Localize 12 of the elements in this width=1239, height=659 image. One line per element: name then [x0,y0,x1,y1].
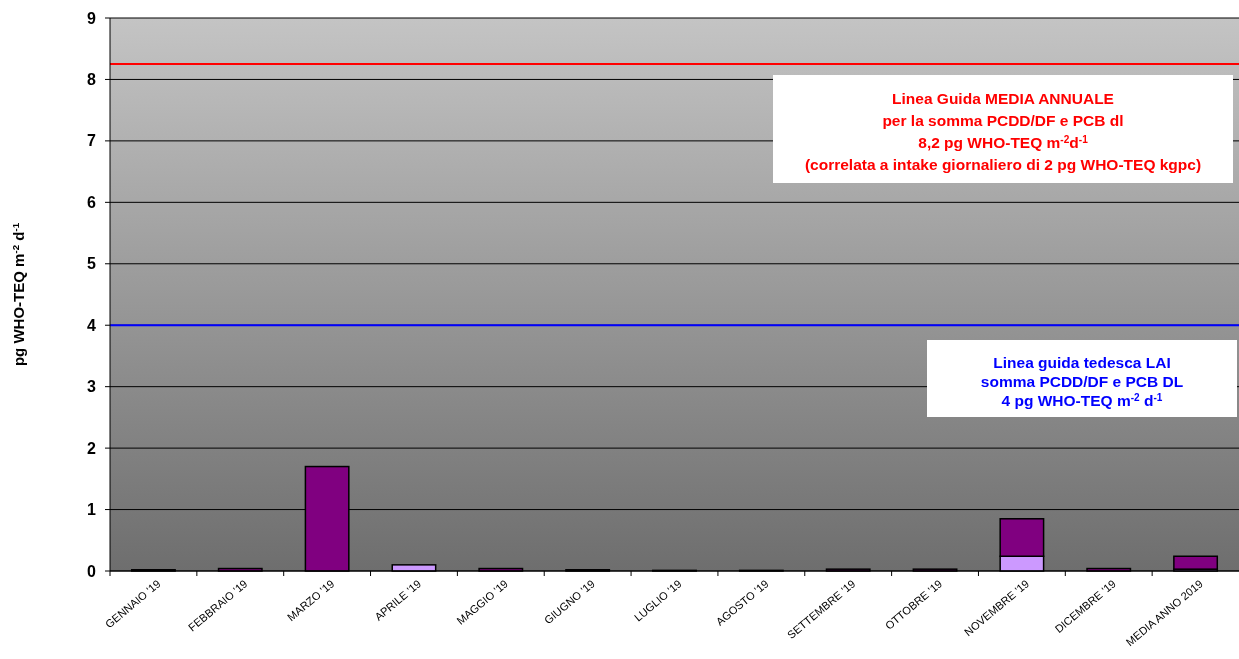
y-tick-label: 1 [87,501,97,519]
y-tick-label: 2 [87,439,97,457]
y-tick-label: 5 [87,255,97,273]
y-tick-label: 9 [87,9,97,27]
ref-line-label: Linea guida tedesca LAI somma PCDD/DF e PCB DL 4 pg WHO-TEQ m$^{-2}$ d$^{-1}$ [980,353,1184,409]
ref-line-label: Linea Guida MEDIA ANNUALE per la somma PCDD/DF e PCB dl 8,2 pg WHO-TEQ m$^{-2}$d$^{-1}$ (correlata a intake giornaliero di 2 pg WHO-TEQ kgpc) [804,90,1202,173]
y-tick-label: 6 [87,193,97,211]
y-tick-label: 3 [87,378,97,396]
y-tick-label: 8 [87,71,97,89]
y-tick-label: 0 [87,562,97,580]
y-tick-label: 4 [87,316,97,334]
y-tick-label: 7 [87,132,97,150]
